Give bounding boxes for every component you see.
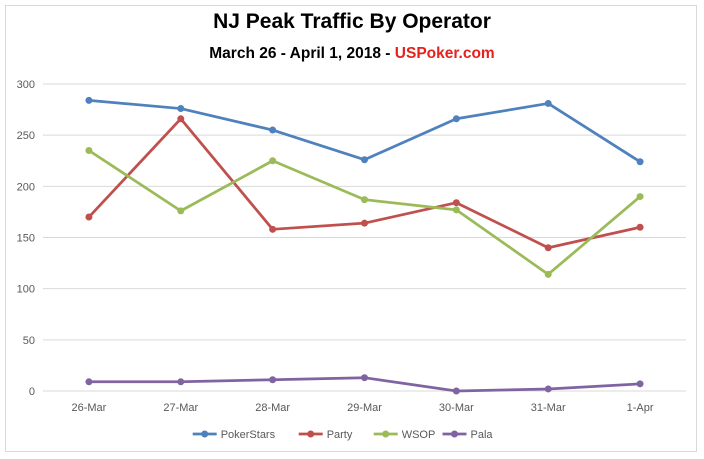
legend-item-wsop: WSOP <box>373 429 436 441</box>
series-pokerstars <box>85 96 644 166</box>
data-point-pokerstars <box>452 115 460 123</box>
series-layer <box>85 96 644 395</box>
data-point-pala <box>177 378 185 386</box>
y-tick-label: 150 <box>17 233 35 245</box>
data-point-pala <box>269 376 277 384</box>
series-pala <box>85 374 644 395</box>
legend-swatch-marker <box>201 430 209 438</box>
x-tick-label: 31-Mar <box>531 402 566 414</box>
data-point-party <box>544 244 552 252</box>
data-point-party <box>452 199 460 207</box>
y-tick-label: 100 <box>17 284 35 296</box>
data-point-wsop <box>269 157 277 165</box>
legend-label: PokerStars <box>221 429 276 441</box>
legend-swatch-marker <box>307 430 315 438</box>
data-point-wsop <box>177 207 185 215</box>
legend-label: Party <box>327 429 353 441</box>
x-tick-label: 29-Mar <box>347 402 382 414</box>
y-tick-label: 0 <box>29 386 35 398</box>
data-point-wsop <box>636 193 644 201</box>
data-point-pokerstars <box>177 105 185 113</box>
data-point-wsop <box>452 206 460 214</box>
subtitle-brand: USPoker.com <box>394 45 495 62</box>
x-tick-label: 26-Mar <box>72 402 107 414</box>
series-party <box>85 115 644 252</box>
y-axis-tick-labels: 0 50 100 150 200 250 300 <box>17 79 35 398</box>
data-point-pokerstars <box>361 156 368 164</box>
data-point-wsop <box>361 196 368 204</box>
data-point-pala <box>636 380 644 388</box>
legend: PokerStars Party WSOP Pala <box>192 429 494 441</box>
x-tick-label: 27-Mar <box>163 402 198 414</box>
legend-item-pokerstars: PokerStars <box>192 429 276 441</box>
data-point-pala <box>85 378 93 386</box>
data-point-pokerstars <box>85 96 93 104</box>
legend-label: Pala <box>471 429 494 441</box>
series-line-wsop <box>87 149 642 276</box>
data-point-pala <box>361 374 368 382</box>
x-tick-label: 1-Apr <box>627 402 654 414</box>
data-point-wsop <box>544 270 552 278</box>
gridlines <box>43 83 686 392</box>
x-axis-tick-labels: 26-Mar 27-Mar 28-Mar 29-Mar 30-Mar 31-Mar 1-Ap… <box>72 402 654 414</box>
subtitle-date-range: March 26 - April 1, 2018 - <box>209 45 395 62</box>
legend-label: WSOP <box>402 429 436 441</box>
series-wsop <box>85 147 644 278</box>
x-tick-label: 28-Mar <box>255 402 290 414</box>
data-point-party <box>85 213 93 221</box>
data-point-pokerstars <box>269 126 277 134</box>
data-point-wsop <box>85 147 93 155</box>
x-tick-label: 30-Mar <box>439 402 474 414</box>
data-point-party <box>636 223 644 231</box>
y-tick-label: 200 <box>17 181 35 193</box>
data-point-party <box>177 115 185 123</box>
data-point-pala <box>452 387 460 395</box>
legend-item-party: Party <box>298 429 353 441</box>
data-point-party <box>269 225 277 233</box>
data-point-pokerstars <box>636 158 644 166</box>
legend-swatch-marker <box>451 430 458 438</box>
data-point-pala <box>544 385 552 393</box>
y-tick-label: 300 <box>17 79 35 91</box>
data-point-party <box>361 219 368 227</box>
y-tick-label: 250 <box>17 130 35 142</box>
chart-title: NJ Peak Traffic By Operator <box>213 10 491 33</box>
chart-subtitle: March 26 - April 1, 2018 - USPoker.com <box>0 45 704 63</box>
data-point-pokerstars <box>544 99 552 107</box>
series-line-party <box>87 117 642 250</box>
series-line-pokerstars <box>87 98 642 164</box>
legend-item-pala: Pala <box>442 429 494 441</box>
legend-swatch-marker <box>382 430 390 438</box>
y-tick-label: 50 <box>23 335 35 347</box>
